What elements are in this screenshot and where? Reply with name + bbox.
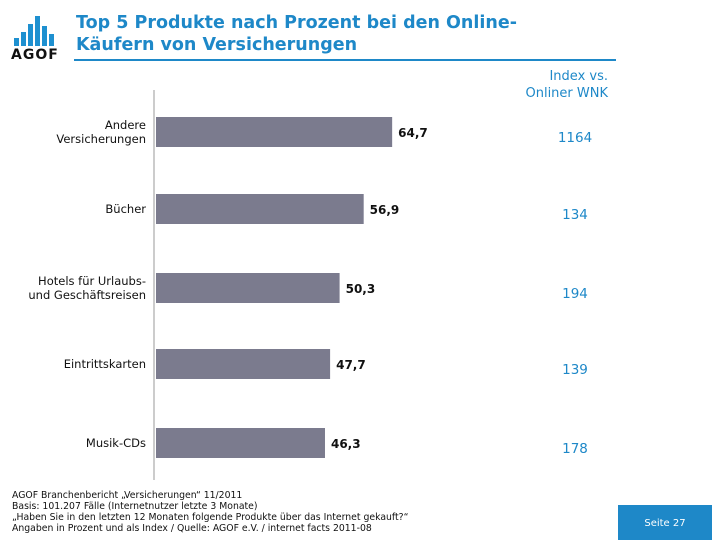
title-line-2: Käufern von Versicherungen	[76, 35, 358, 55]
category-label-1-1: Andere	[105, 118, 146, 132]
footnote-line-2: Basis: 101.207 Fälle (Internetnutzer let…	[12, 501, 258, 512]
index-header-line-1: Index vs.	[549, 69, 608, 84]
logo-bars-icon	[14, 16, 62, 46]
category-label-4-1: Eintrittskarten	[64, 357, 146, 371]
bar-4	[156, 349, 331, 379]
category-label-3-2: und Geschäftsreisen	[28, 288, 146, 302]
category-label-5-1: Musik-CDs	[86, 436, 146, 450]
page-title: Top 5 Produkte nach Prozent bei den Onli…	[76, 12, 636, 56]
index-header-line-2: Onliner WNK	[525, 86, 608, 101]
bar-1	[156, 117, 393, 147]
footnote-line-1: AGOF Branchenbericht „Versicherungen“ 11…	[12, 490, 243, 501]
index-value-3: 194	[562, 286, 588, 302]
agof-logo: AGOF	[10, 14, 62, 64]
bar-3	[156, 273, 340, 303]
bar-value-label-5: 46,3	[331, 437, 361, 451]
bar-value-label-4: 47,7	[336, 358, 366, 372]
category-label-1-2: Versicherungen	[56, 132, 146, 146]
category-label-2-1: Bücher	[105, 202, 146, 216]
bar-value-label-3: 50,3	[346, 282, 376, 296]
category-label-3-1: Hotels für Urlaubs-	[38, 274, 146, 288]
bar-value-label-2: 56,9	[370, 203, 400, 217]
index-value-5: 178	[562, 441, 588, 457]
index-column-header: Index vs. Onliner WNK	[448, 68, 608, 102]
index-value-2: 134	[562, 207, 588, 223]
footnote-line-3: „Haben Sie in den letzten 12 Monaten fol…	[12, 512, 409, 523]
index-value-1: 1164	[558, 130, 592, 146]
title-line-1: Top 5 Produkte nach Prozent bei den Onli…	[76, 13, 517, 33]
bar-value-label-1: 64,7	[398, 126, 428, 140]
footnote-line-4: Angaben in Prozent und als Index / Quell…	[12, 523, 372, 534]
bar-5	[156, 428, 325, 458]
source-footnote: AGOF Branchenbericht „Versicherungen“ 11…	[12, 490, 472, 534]
title-divider	[74, 59, 616, 61]
logo-text: AGOF	[11, 47, 59, 63]
page-number-badge: Seite 27	[618, 505, 712, 540]
index-value-4: 139	[562, 362, 588, 378]
bar-2	[156, 194, 364, 224]
